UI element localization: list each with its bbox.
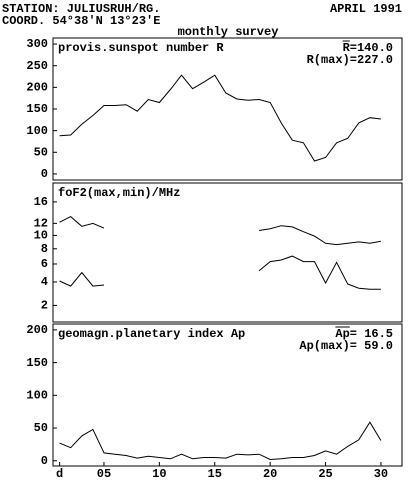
data-line (59, 216, 381, 246)
y-tick-label: 300 (26, 37, 48, 51)
annotation: Ap= 16.5 (335, 327, 393, 341)
panel-frame (52, 182, 403, 323)
y-tick-label: 100 (26, 388, 48, 402)
y-tick-label: 4 (41, 275, 48, 289)
y-tick-label: 10 (34, 229, 48, 243)
x-tick-label: 25 (318, 467, 332, 480)
y-tick-label: 6 (41, 257, 48, 271)
y-tick-label: 150 (26, 102, 48, 116)
data-line (59, 255, 381, 290)
y-tick-label: 50 (34, 421, 48, 435)
x-tick-label: 05 (97, 467, 111, 480)
y-tick-label: 50 (34, 145, 48, 159)
y-tick-label: 16 (34, 195, 48, 209)
panel-title: foF2(max,min)/MHz (58, 186, 180, 200)
annotation: R(max)=227.0 (307, 53, 393, 67)
panel-title: provis.sunspot number R (58, 41, 224, 55)
date: APRIL 1991 (330, 2, 402, 16)
y-tick-label: 150 (26, 356, 48, 370)
y-tick-label: 12 (34, 217, 48, 231)
y-tick-label: 200 (26, 323, 48, 337)
y-tick-label: 200 (26, 81, 48, 95)
coord: COORD. 54°38'N 13°23'E (2, 14, 160, 28)
y-tick-label: 100 (26, 124, 48, 138)
x-tick-label: 10 (152, 467, 166, 480)
panel-title: geomagn.planetary index Ap (58, 327, 245, 341)
x-tick-label: 20 (263, 467, 277, 480)
subtitle: monthly survey (178, 25, 279, 39)
y-tick-label: 2 (41, 299, 48, 313)
y-tick-label: 8 (41, 242, 48, 256)
annotation: R=140.0 (343, 41, 393, 55)
x-tick-label: 15 (208, 467, 222, 480)
x-tick-label: d (56, 467, 63, 480)
data-line (59, 74, 381, 162)
data-line (59, 421, 382, 461)
station: STATION: JULIUSRUH/RG. (2, 2, 160, 16)
x-tick-label: 30 (374, 467, 388, 480)
y-tick-label: 0 (41, 454, 48, 468)
annotation: Ap(max)= 59.0 (299, 339, 393, 353)
y-tick-label: 0 (41, 167, 48, 181)
y-tick-label: 250 (26, 59, 48, 73)
